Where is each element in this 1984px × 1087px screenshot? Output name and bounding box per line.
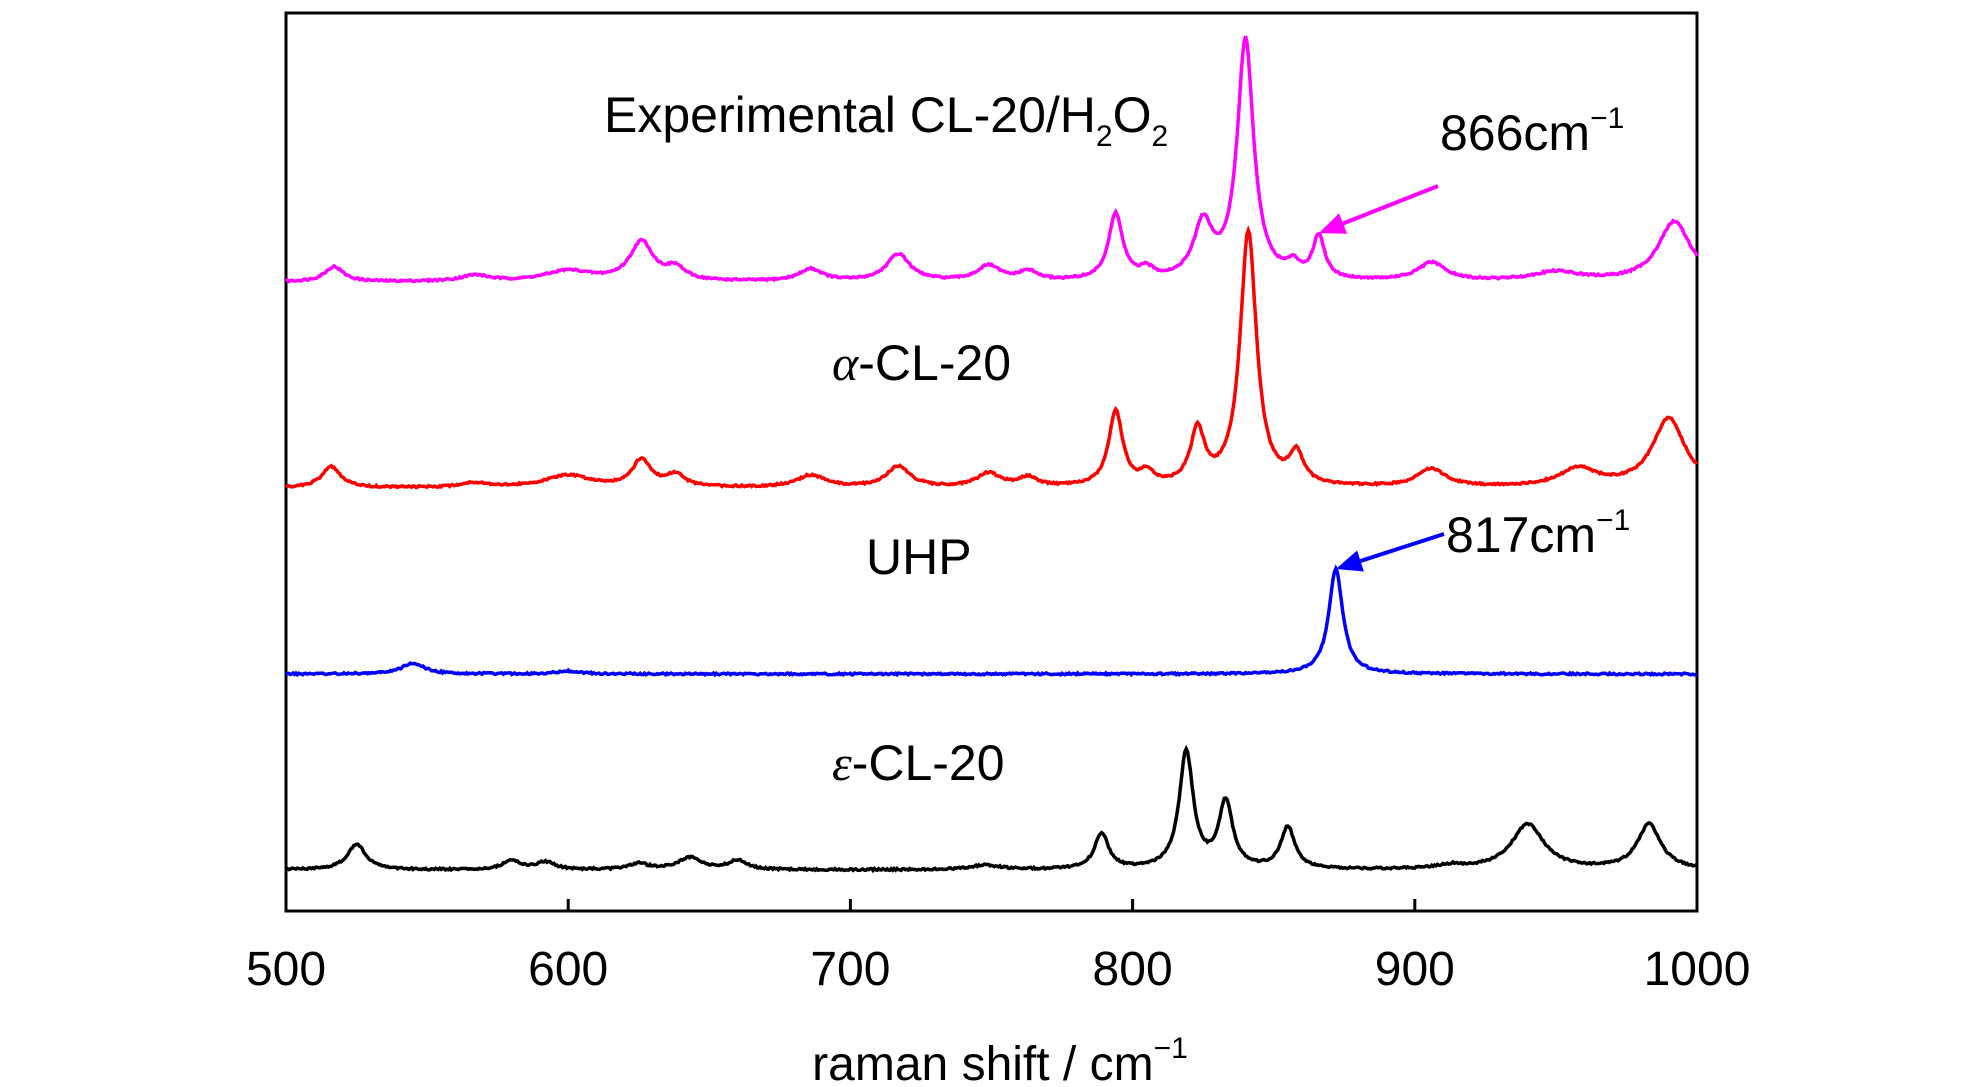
x-tick-label-800: 800 <box>1093 943 1173 996</box>
series-layer <box>284 35 1699 874</box>
x-tick-label-1000: 1000 <box>1644 943 1751 996</box>
series-label-epsilon-cl20: ε-CL-20 <box>832 735 1005 791</box>
annotation-817: 817cm−1 <box>1335 504 1630 572</box>
series-line-experimental <box>284 35 1699 284</box>
annotation-866-label: 866cm−1 <box>1440 102 1624 161</box>
series-line-epsilon-cl20 <box>285 744 1698 874</box>
series-label-alpha-cl20: α-CL-20 <box>832 335 1011 391</box>
series-line-uhp <box>286 564 1698 678</box>
x-axis-title: raman shift / cm−1 <box>812 1032 1188 1087</box>
annotation-866-arrow <box>1342 184 1439 226</box>
annotation-817-arrowhead <box>1335 550 1364 572</box>
x-axis: 500 600 700 800 900 1000 <box>246 899 1750 996</box>
series-label-uhp: UHP <box>866 529 972 585</box>
series-line-alpha-cl20 <box>284 224 1699 490</box>
x-tick-label-900: 900 <box>1375 943 1455 996</box>
x-tick-label-700: 700 <box>810 943 890 996</box>
x-tick-label-600: 600 <box>528 943 608 996</box>
x-tick-label-500: 500 <box>246 943 326 996</box>
annotation-817-arrow <box>1359 532 1445 563</box>
annotation-817-label: 817cm−1 <box>1446 504 1630 563</box>
annotation-866-arrowhead <box>1318 213 1348 234</box>
series-label-experimental: Experimental CL-20/H2O2 <box>604 87 1168 153</box>
annotation-866: 866cm−1 <box>1318 102 1624 234</box>
